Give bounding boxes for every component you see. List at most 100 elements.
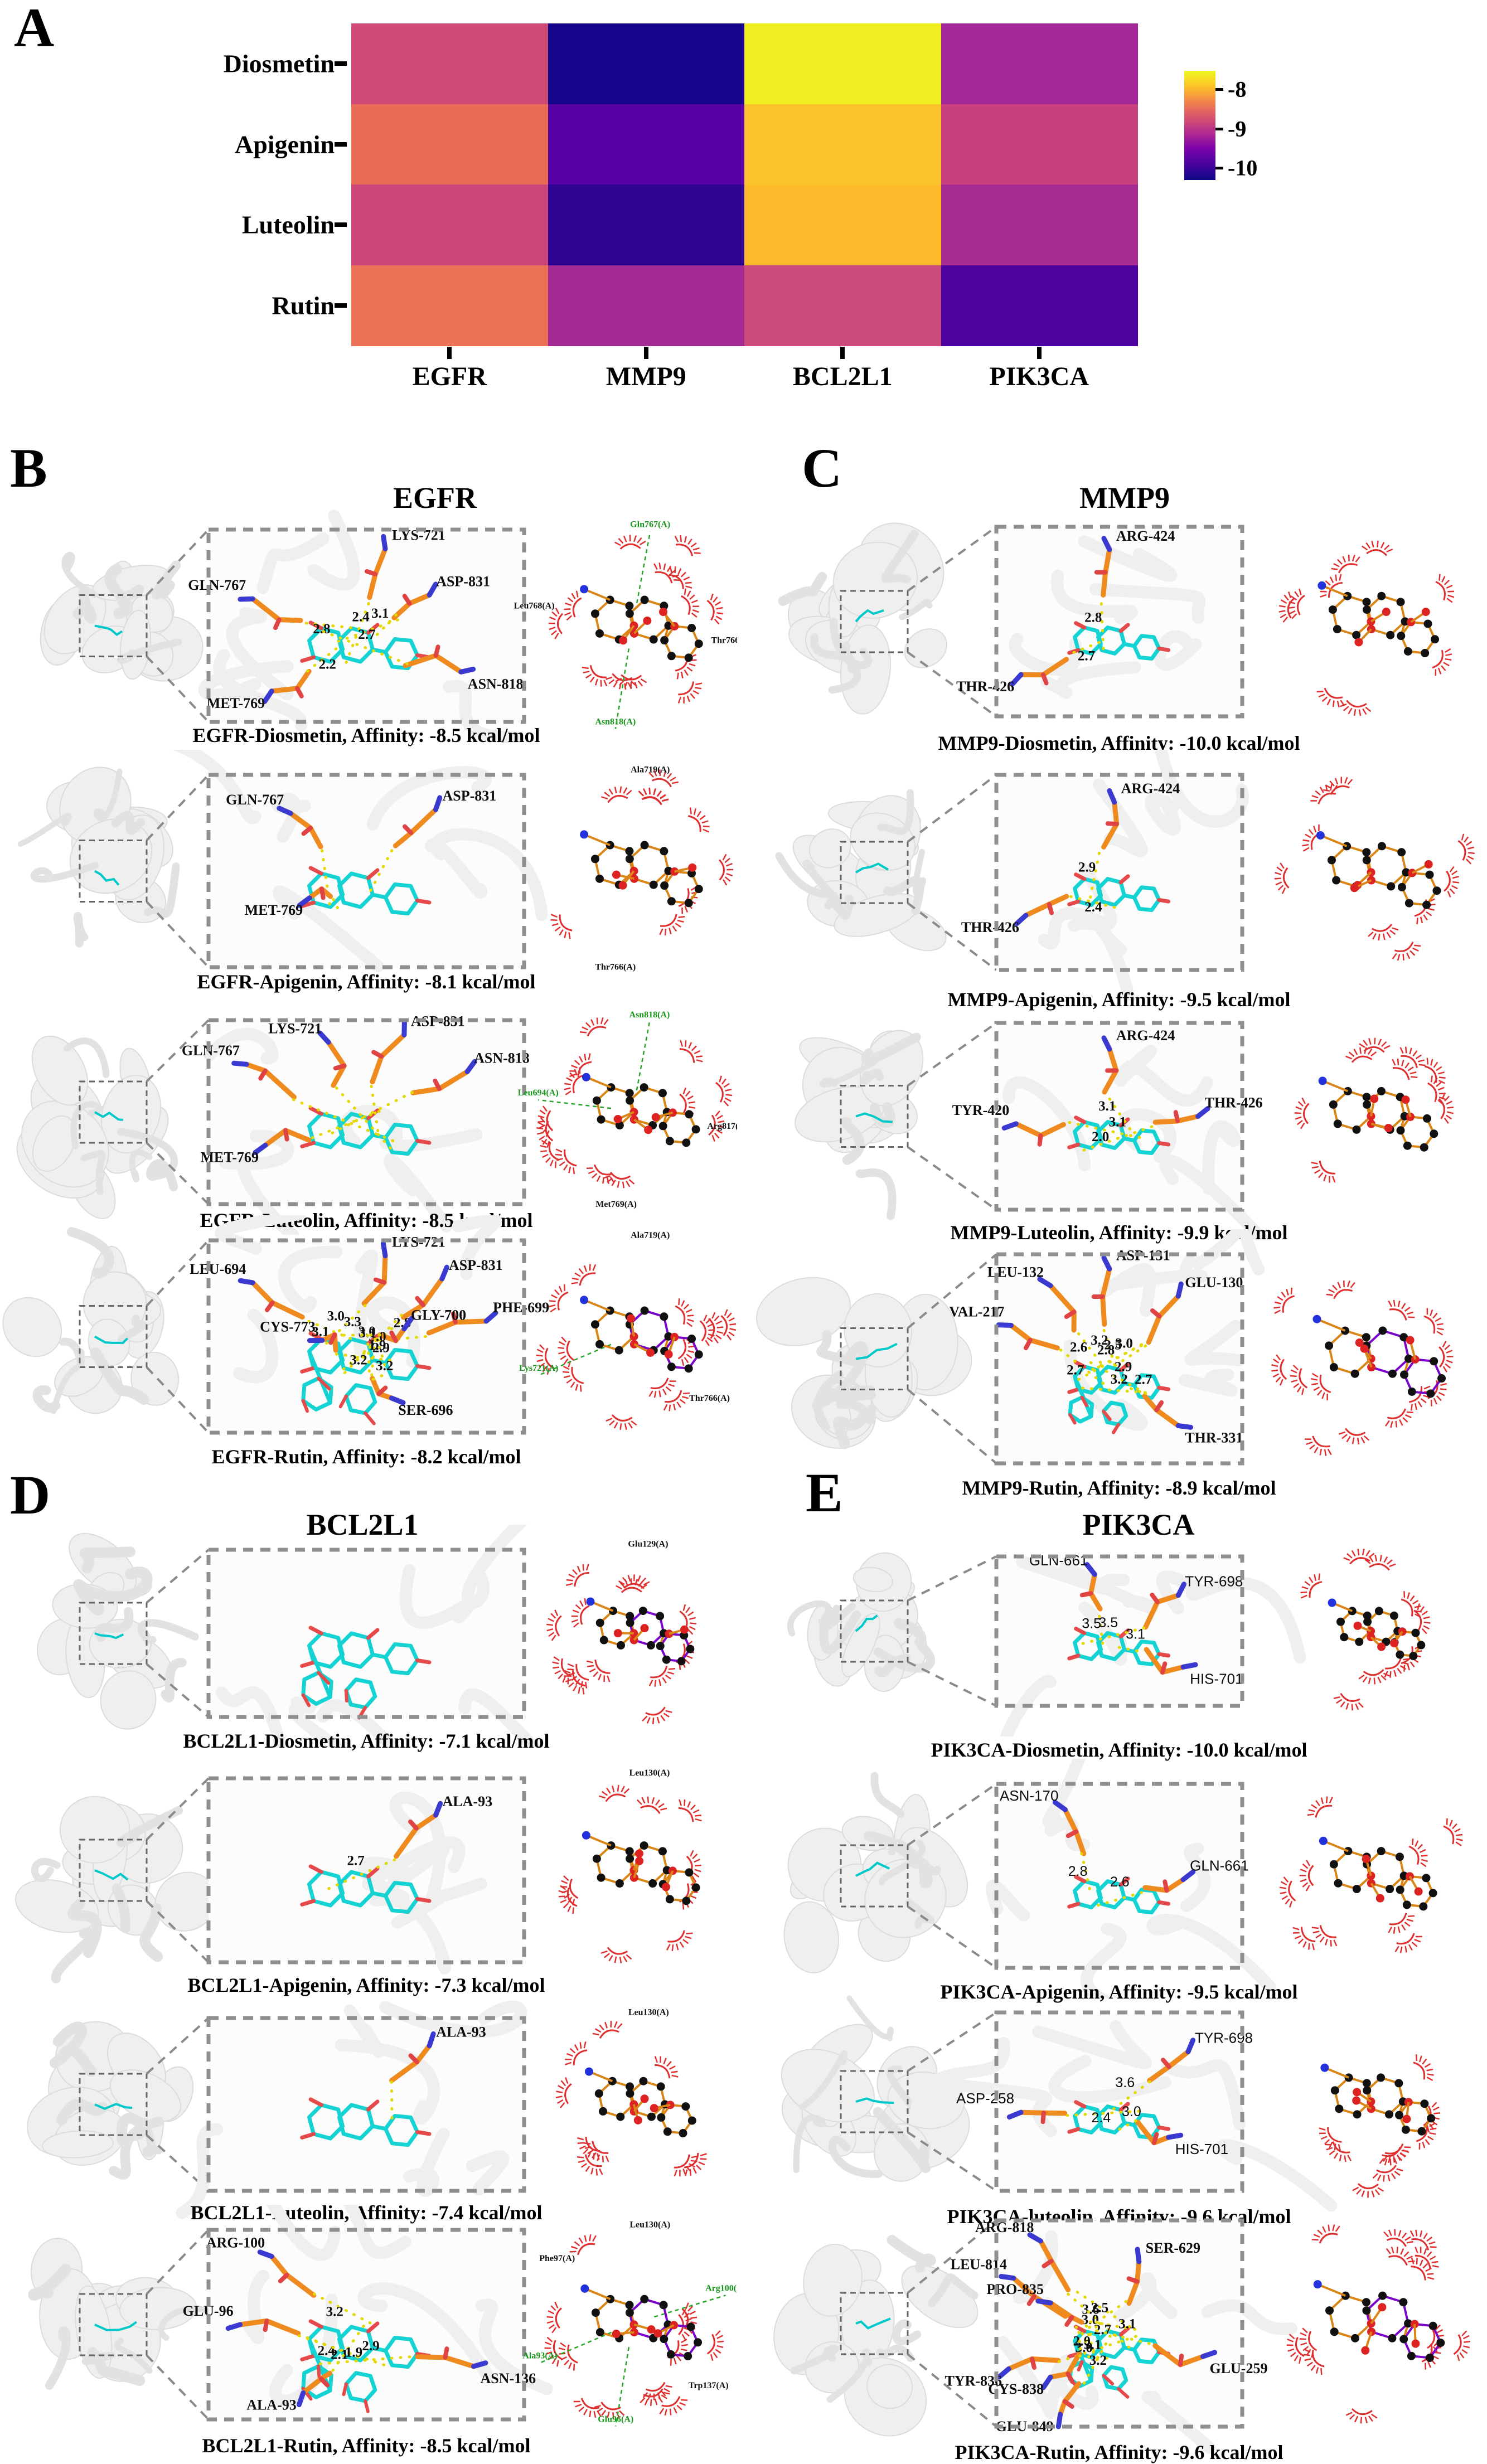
protein-structure-thumbnail [790,1546,996,1706]
heatmap-cell [941,104,1138,185]
heatmap-row-tick [335,61,347,66]
zoom-connector [147,2355,209,2419]
hbond-distance-label: 3.2 [1111,1372,1128,1387]
docking-row: 3.2ARG-1002.42.1GLU-961.9ALA-932.9ASN-13… [0,2205,737,2450]
residue-label: GLU-130 [1185,1274,1243,1291]
interaction-2d-diagram [1273,773,1478,965]
interaction-2d-diagram: Gln767(A) Thr766(A) Asn818(A) Leu768(A) [514,520,737,729]
heatmap-cell [548,23,745,104]
interaction-2d-diagram [1296,1546,1433,1714]
zoom-connector [908,2012,996,2071]
residue-label: ARG-100 [206,2235,265,2251]
hbond-distance-label: 2.9 [362,2339,379,2354]
heatmap-row-label: Diosmetin [224,49,335,79]
hbond-distance-label: 2.4 [352,609,370,624]
diagram-residue-label: Leu130(A) [629,1768,670,1778]
residue-label: ASP-258 [956,2090,1014,2107]
heatmap-cell [351,104,548,185]
residue-label: MET-769 [207,695,265,711]
affinity-caption: BCL2L1-Rutin, Affinity: -8.5 kcal/mol [138,2434,595,2457]
hbond-distance-label: 2.8 [1084,610,1102,625]
heatmap-row-tick [335,142,347,147]
protein-structure-thumbnail [768,2220,996,2451]
heatmap-col-tick [840,347,845,359]
docking-row: 3.1LEU-6943.0LYS-7213.03.1ASP-8312.8PHE-… [0,1215,737,1463]
hbond-distance-label: 2.4 [1084,900,1102,915]
residue-label: ASN-818 [468,676,524,692]
residue-label: HIS-701 [1190,1670,1243,1687]
binding-site-box: ALA-93 [182,2007,524,2213]
diagram-molecule [1312,1315,1446,1398]
diagram-molecule [580,1296,703,1372]
protein-structure-thumbnail [10,1778,227,1978]
protein-structure-thumbnail [0,1232,209,1433]
residue-label: SER-629 [1146,2240,1200,2256]
heatmap-row-tick [335,303,347,308]
affinity-caption: BCL2L1-Diosmetin, Affinity: -7.1 kcal/mo… [138,1729,595,1753]
heatmap-cell [941,265,1138,346]
diagram-residue-label: Asn818(A) [595,717,636,726]
hbond-distance-label: 3.2 [376,1359,393,1374]
heatmap-cell [548,265,745,346]
hbond-distance-label: 3.6 [1115,2075,1135,2090]
residue-label: ARG-424 [1116,528,1175,544]
affinity-caption: PIK3CA-Rutin, Affinity: -9.6 kcal/mol [890,2441,1348,2464]
interaction-2d-diagram: Asn818(A)Arg817(A)Met769(A)Leu694(A) [518,1010,737,1209]
interaction-2d-diagram: Ala719(A)Thr766(A)Lys721(A) [519,1231,737,1432]
residue-label: TYR-420 [952,1102,1010,1118]
hbond-distance-label: 2.4 [1091,2110,1111,2126]
interaction-2d-diagram [1314,2050,1444,2198]
diagram-molecule [586,1597,694,1665]
diagram-molecule [585,2068,696,2137]
hbond-distance-label: 2.5 [1091,2300,1108,2315]
colorbar-tick [1215,167,1223,169]
colorbar-tick [1215,88,1223,91]
diagram-residue-label: Ala719(A) [631,765,670,775]
diagram-residue-label: Asn818(A) [629,1010,670,1020]
residue-label: GLN-767 [226,792,284,808]
heatmap-cell [744,185,941,265]
zoom-connector [908,1556,996,1600]
docking-row: 3.2ASP-1312.6LEU-1323.02.82.5GLU-1302.7V… [750,1229,1487,1494]
hbond-distance-label: 3.0 [1122,2104,1141,2119]
docking-row: LYS-7212.8GLN-7673.12.4ASP-8312.2MET-769… [0,505,737,753]
diagram-residue-label: Gln767(A) [630,520,670,530]
protein-structure-thumbnail [779,775,996,970]
heatmap-col-label: PIK3CA [989,361,1089,392]
diagram-residue-label: Leu130(A) [629,2220,670,2229]
zoom-connector [908,1147,996,1210]
residue-label: LEU-694 [190,1261,246,1277]
hbond-distance-label: 2.6 [1070,1340,1087,1355]
panel-a-letter: A [14,0,54,56]
residue-label: ASP-831 [449,1257,503,1273]
protein-structure-thumbnail [32,530,209,722]
docking-row: Glu129(A) [0,1525,737,1748]
hbond-distance-label: 3.2 [326,2305,343,2320]
hbond-distance-label: 2.7 [358,627,375,642]
residue-label: GLY-700 [411,1307,466,1323]
hbond-distance-label: 2.9 [1078,860,1096,875]
hbond-distance-label: 3.1 [1109,1114,1126,1129]
protein-structure-thumbnail [3,1020,209,1226]
hbond-distance-label: 3.1 [1126,1627,1145,1642]
heatmap-col-tick [447,347,452,359]
heatmap-col-label: BCL2L1 [793,361,893,392]
hbond-distance-label: 2.7 [347,1853,364,1868]
diagram-residue-label: Glu96(A) [598,2415,633,2424]
heatmap-cell [941,185,1138,265]
affinity-caption: EGFR-Diosmetin, Affinity: -8.5 kcal/mol [138,724,595,747]
diagram-residue-label: Thr766(A) [711,636,737,646]
heatmap-colorbar [1184,71,1215,180]
protein-structure-thumbnail [750,1254,996,1463]
protein-structure-thumbnail [773,1776,996,1976]
residue-label: TYR-698 [1185,1573,1243,1590]
interaction-2d-diagram [1269,1276,1454,1461]
diagram-residue-label: Leu768(A) [514,601,555,610]
heatmap-cell [941,23,1138,104]
